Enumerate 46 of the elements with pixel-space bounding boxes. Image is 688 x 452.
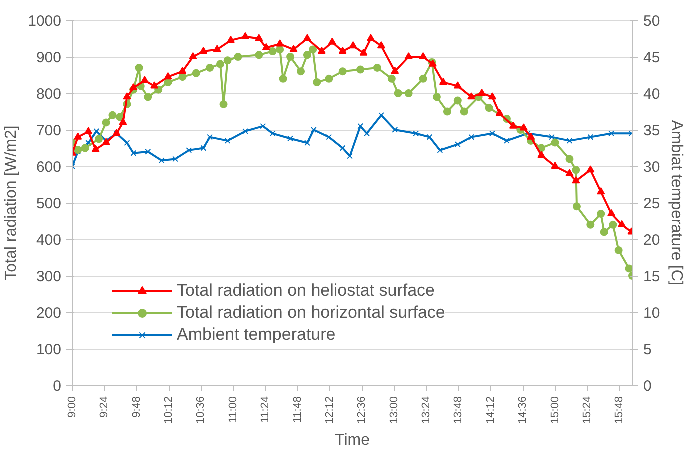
x-tick-label: 15:48 bbox=[614, 396, 626, 424]
x-tick-label: 9:48 bbox=[130, 396, 143, 418]
x-tick-label: 13:00 bbox=[388, 396, 400, 424]
y2-tick-label: 45 bbox=[644, 50, 660, 66]
legend-label: Total radiation on heliostat surface bbox=[177, 281, 435, 301]
x-tick-label: 14:36 bbox=[517, 396, 530, 424]
legend-label: Ambient temperature bbox=[177, 325, 336, 345]
x-tick-label: 15:00 bbox=[549, 396, 562, 424]
x-tick-label: 11:24 bbox=[260, 396, 272, 424]
x-tick-label: 11:48 bbox=[292, 396, 304, 424]
y2-tick-label: 50 bbox=[644, 13, 660, 30]
y-axis-title: Total radiation [W/m2] bbox=[3, 126, 20, 280]
x-tick-label: 10:12 bbox=[163, 396, 176, 424]
x-tick-label: 9:24 bbox=[98, 396, 111, 418]
x-tick-label: 9:00 bbox=[66, 396, 78, 418]
x-axis-title: Time bbox=[335, 432, 370, 450]
y-tick-label: 100 bbox=[36, 342, 62, 358]
y2-tick-label: 0 bbox=[644, 378, 652, 395]
y-tick-label: 700 bbox=[36, 122, 62, 140]
y-tick-label: 300 bbox=[36, 268, 62, 286]
x-tick-label: 11:00 bbox=[227, 396, 240, 424]
y-tick-label: 0 bbox=[53, 378, 62, 395]
y-tick-label: 400 bbox=[36, 232, 62, 249]
x-tick-label: 13:24 bbox=[420, 396, 433, 424]
y-tick-label: 1000 bbox=[28, 13, 62, 30]
y-tick-label: 800 bbox=[36, 86, 62, 103]
y2-tick-label: 5 bbox=[644, 342, 652, 358]
y2-tick-label: 15 bbox=[644, 268, 660, 286]
x-tick-label: 14:12 bbox=[484, 396, 497, 424]
x-tick-label: 12:36 bbox=[356, 396, 368, 424]
y2-tick-label: 10 bbox=[644, 305, 660, 322]
legend-label: Total radiation on horizontal surface bbox=[177, 303, 446, 323]
x-tick-label: 10:36 bbox=[195, 396, 208, 424]
x-tick-label: 12:12 bbox=[324, 396, 336, 424]
y2-axis-title: Ambiat temperature [C] bbox=[668, 120, 686, 286]
y-tick-label: 900 bbox=[36, 50, 62, 66]
y-tick-label: 500 bbox=[36, 196, 62, 212]
x-tick-label: 15:24 bbox=[581, 396, 594, 424]
y2-tick-label: 30 bbox=[644, 159, 660, 176]
y2-tick-label: 25 bbox=[644, 196, 660, 212]
y2-tick-label: 35 bbox=[644, 122, 660, 140]
y-tick-label: 200 bbox=[36, 305, 62, 322]
y2-tick-label: 20 bbox=[644, 232, 660, 249]
y2-tick-label: 40 bbox=[644, 86, 660, 103]
y-tick-label: 600 bbox=[36, 159, 62, 176]
x-tick-label: 13:48 bbox=[452, 396, 465, 424]
